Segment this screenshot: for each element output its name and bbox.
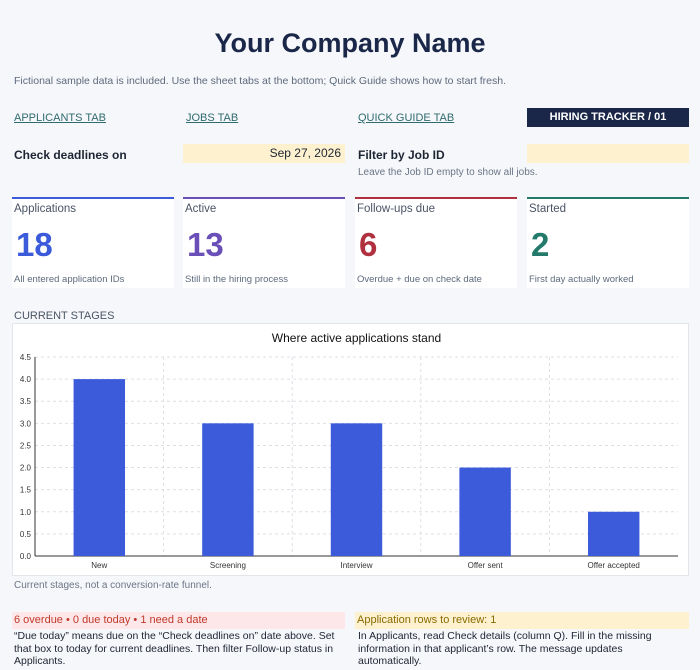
card-label: Active [185, 203, 217, 215]
card-value: 13 [187, 226, 224, 263]
y-tick-label: 2.0 [20, 464, 32, 473]
card-label: Started [529, 203, 567, 215]
started-card: Started 2 First day actually worked [527, 197, 689, 288]
x-tick-label: New [91, 561, 107, 570]
card-label: Follow-ups due [357, 203, 435, 215]
page-subtitle: Fictional sample data is included. Use t… [14, 75, 506, 87]
x-tick-label: Offer accepted [588, 561, 640, 570]
jobs-tab-link[interactable]: JOBS TAB [186, 112, 239, 124]
applicants-tab-link[interactable]: APPLICANTS TAB [14, 112, 106, 124]
card-note: First day actually worked [529, 274, 634, 285]
bar-offer-sent [459, 467, 511, 556]
filter-hint: Leave the Job ID empty to show all jobs. [358, 167, 538, 178]
bar-new [73, 379, 126, 556]
active-card: Active 13 Still in the hiring process [183, 197, 345, 288]
filter-job-id-label: Filter by Job ID [358, 148, 445, 162]
quick-guide-tab-link[interactable]: QUICK GUIDE TAB [358, 112, 455, 124]
hiring-tracker-badge: HIRING TRACKER / 01 [527, 108, 689, 127]
y-tick-label: 1.0 [20, 508, 32, 517]
deadline-label: Check deadlines on [14, 148, 127, 162]
x-tick-label: Offer sent [468, 561, 504, 570]
deadline-date-field[interactable]: Sep 27, 2026 [183, 144, 345, 163]
current-stages-heading: CURRENT STAGES [14, 310, 115, 322]
chart-title: Where active applications stand [272, 331, 441, 345]
bar-screening [202, 423, 254, 556]
card-note: Still in the hiring process [185, 274, 288, 285]
y-tick-label: 3.0 [20, 419, 32, 428]
card-value: 6 [359, 226, 378, 263]
y-tick-label: 4.0 [20, 375, 32, 384]
review-explanation: In Applicants, read Check details (colum… [358, 630, 652, 667]
y-tick-label: 0.0 [20, 552, 32, 561]
follow-ups-alert: 6 overdue • 0 due today • 1 need a date [12, 612, 345, 629]
x-tick-label: Interview [340, 561, 372, 570]
x-tick-label: Screening [210, 561, 246, 570]
card-value: 18 [16, 226, 53, 263]
y-tick-label: 1.5 [20, 486, 32, 495]
job-id-filter-field[interactable] [527, 144, 689, 163]
stages-chart-svg: Where active applications stand 0.0 0.5 1.0… [20, 331, 678, 570]
card-note: All entered application IDs [14, 274, 125, 285]
y-tick-label: 0.5 [20, 530, 32, 539]
bar-offer-accepted [587, 511, 640, 556]
review-alert: Application rows to review: 1 [355, 612, 689, 629]
chart-note: Current stages, not a conversion-rate fu… [14, 580, 212, 591]
follow-ups-card: Follow-ups due 6 Overdue + due on check … [355, 197, 517, 288]
stages-chart: Where active applications stand 0.0 0.5 1.0… [12, 323, 689, 576]
card-label: Applications [14, 203, 77, 215]
y-tick-label: 2.5 [20, 441, 32, 450]
page-title: Your Company Name [214, 28, 486, 58]
y-tick-label: 3.5 [20, 397, 32, 406]
card-value: 2 [531, 226, 550, 263]
card-note: Overdue + due on check date [357, 274, 482, 285]
y-tick-label: 4.5 [20, 353, 32, 362]
follow-ups-explanation: “Due today” means due on the “Check dead… [14, 630, 335, 667]
bar-interview [330, 423, 383, 556]
applications-card: Applications 18 All entered application … [12, 197, 174, 288]
